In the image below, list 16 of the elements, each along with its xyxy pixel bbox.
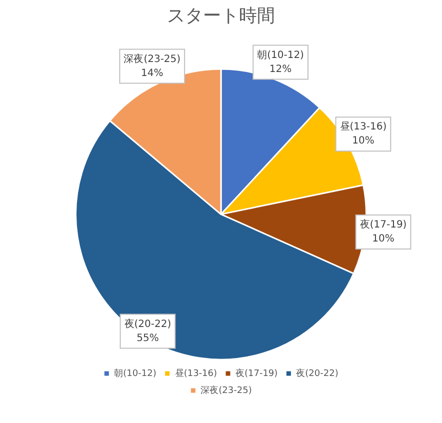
data-label: 10% — [372, 234, 394, 245]
slice-label: 夜(20-22) — [124, 318, 172, 330]
slice-label: 朝(10-12) — [257, 48, 304, 61]
legend-label: 夜(20-22) — [296, 368, 338, 379]
data-label: 12% — [269, 64, 292, 75]
legend-label: 昼(13-16) — [174, 368, 218, 379]
legend-label: 深夜(23-25) — [200, 384, 252, 396]
legend-label: 夜(17-19) — [236, 368, 278, 379]
chart-title: スタート時間 — [167, 5, 275, 26]
data-label: 10% — [352, 136, 374, 147]
data-label: 14% — [141, 68, 164, 79]
slice-label: 深夜(23-25) — [124, 52, 181, 65]
data-label: 55% — [136, 332, 159, 344]
slice-label: 昼(13-16) — [340, 122, 387, 133]
slice-label: 夜(17-19) — [360, 218, 407, 231]
legend-label: 朝(10-12) — [114, 368, 156, 379]
